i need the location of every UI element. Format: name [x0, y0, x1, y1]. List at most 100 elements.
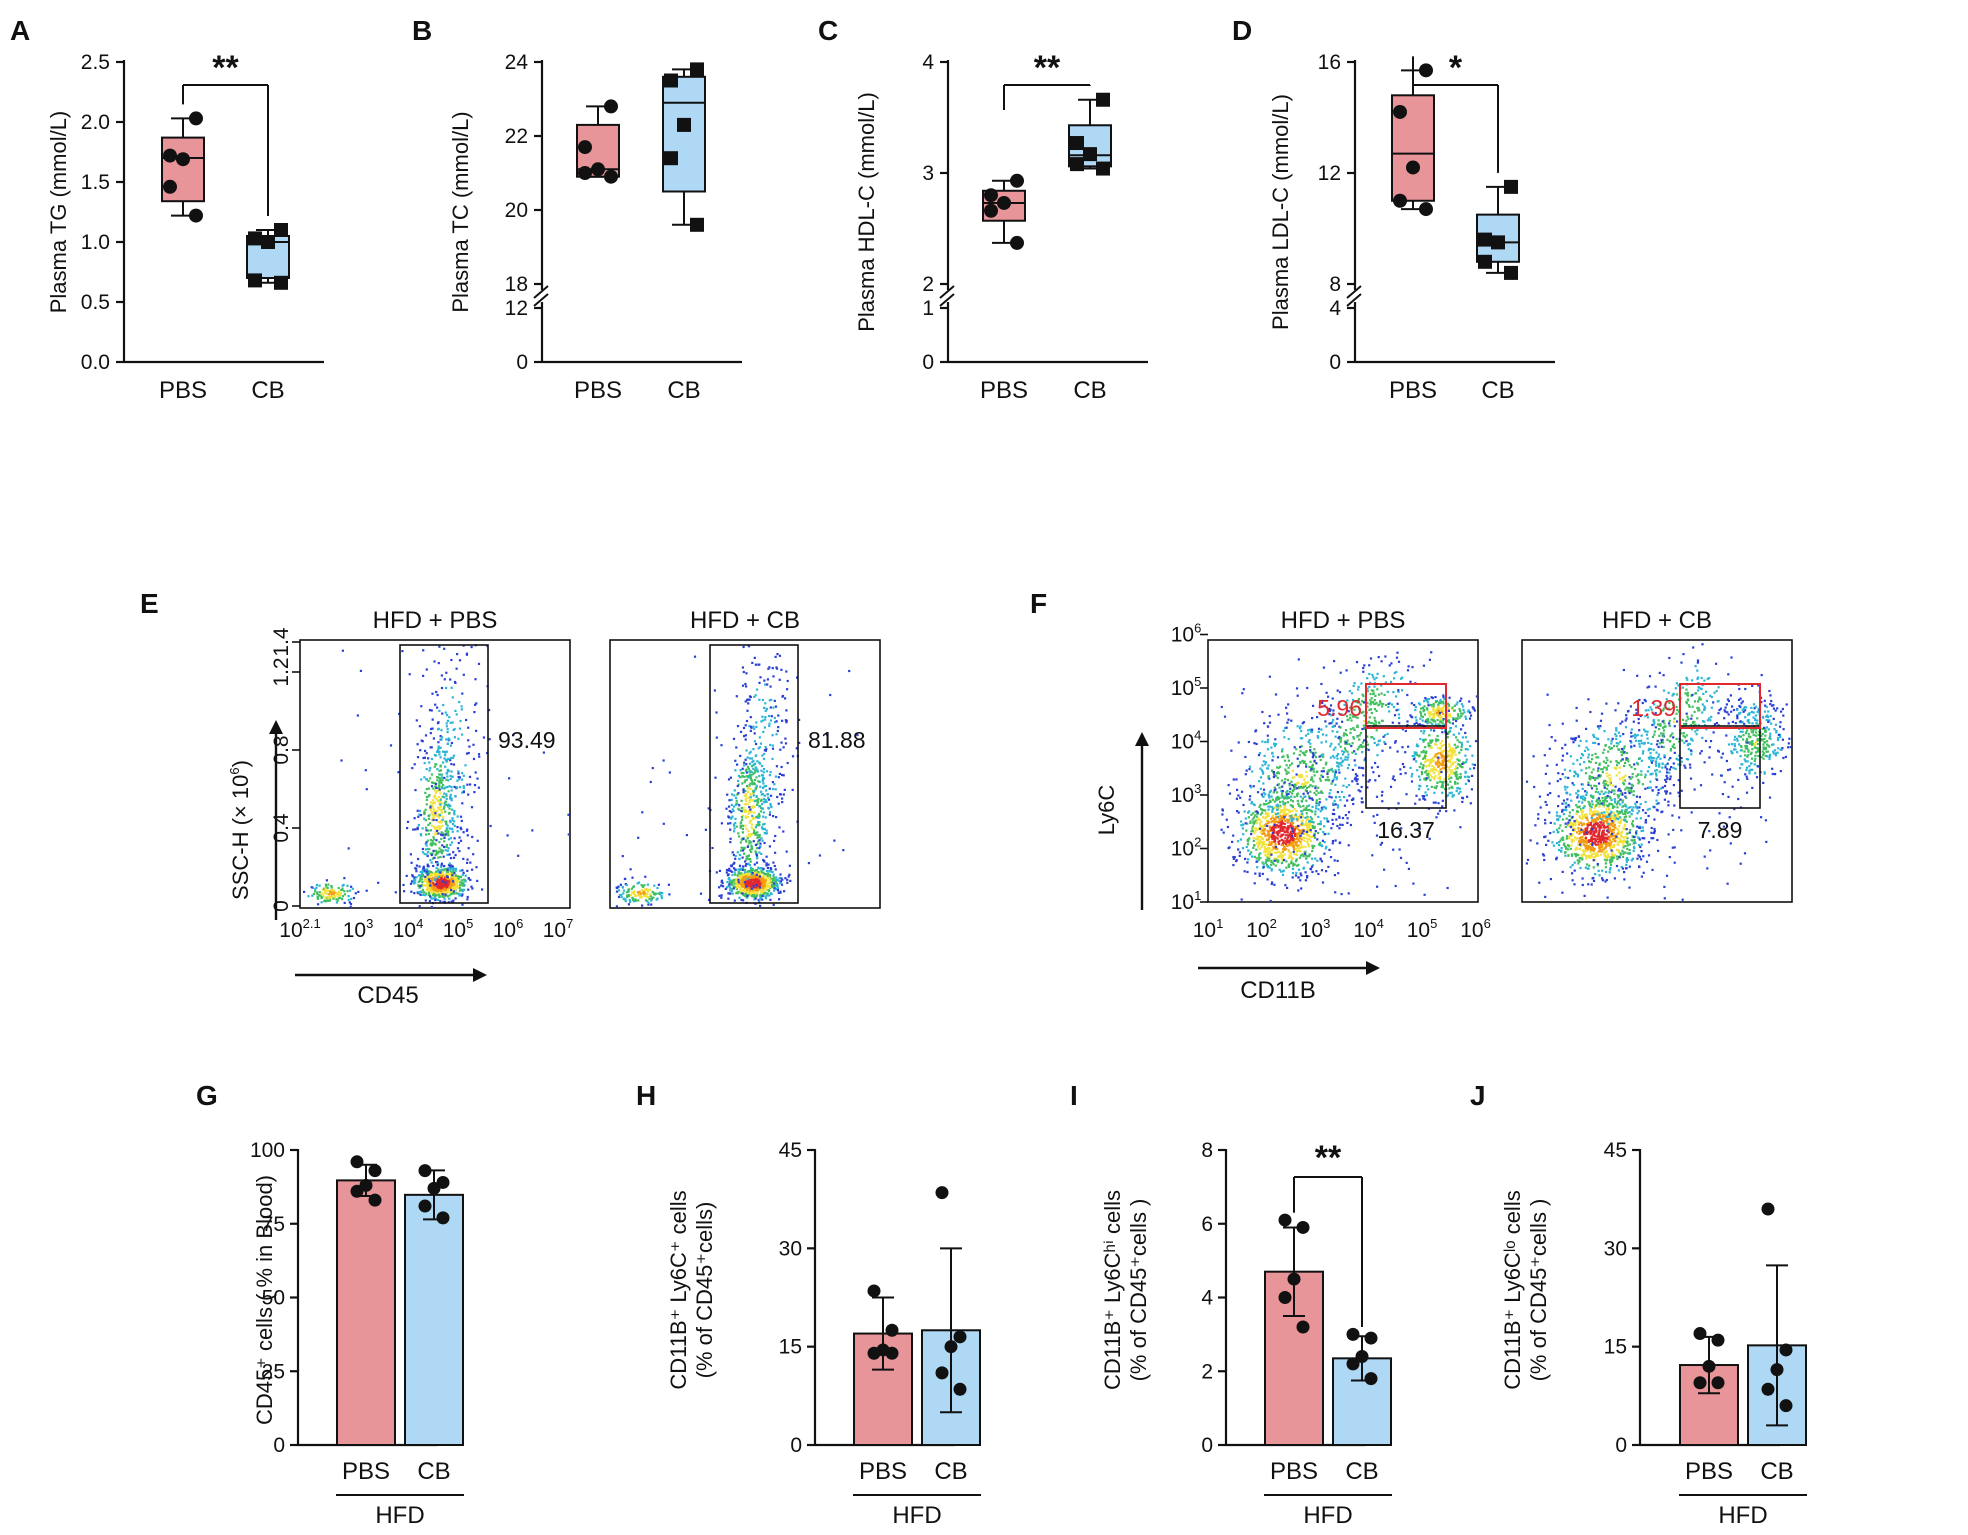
panel-F-plot-1-event: [1256, 828, 1259, 831]
panel-F-plot-1-event: [1305, 775, 1308, 778]
panel-E-ylabel-close: ): [228, 760, 253, 767]
panel-E-plot-2-event: [784, 877, 787, 880]
panel-E-plot-1-event: [417, 815, 420, 818]
panel-F-plot-1-event: [1284, 842, 1288, 846]
panel-E-plot-1-event: [424, 808, 427, 811]
panel-E-plot-1-event: [447, 779, 450, 782]
panel-F-plot-1-event: [1311, 798, 1314, 801]
panel-E-plot-2-event: [737, 878, 740, 881]
panel-F-plot-1-event: [1312, 770, 1315, 773]
panel-E-plot-2-event: [734, 796, 738, 799]
panel-E-plot-1-event: [450, 841, 453, 844]
panel-E-plot-1-event: [422, 891, 425, 894]
panel-F-plot-1-event: [1289, 851, 1292, 854]
panel-E-plot-2-event: [774, 834, 777, 838]
panel-E-plot-2-event: [739, 776, 742, 779]
panel-E-plot-2-event: [728, 892, 732, 895]
panel-F-plot-1-event: [1267, 843, 1271, 846]
panel-F-plot-1-event: [1296, 819, 1299, 822]
panel-F-plot-1-event: [1273, 823, 1276, 826]
panel-F-plot-1-event: [1259, 767, 1262, 770]
panel-E-plot-2-event: [742, 837, 745, 841]
panel-E-plot-2-event: [755, 884, 758, 887]
panel-F-plot-1-event: [1294, 860, 1298, 863]
panel-F-plot-1-event: [1388, 710, 1391, 713]
panel-E-plot-2-event: [745, 775, 748, 778]
panel-E-plot-2-event: [660, 894, 663, 897]
panel-F-plot-1-event: [1285, 772, 1288, 775]
panel-F-plot-1-event: [1395, 656, 1399, 659]
panel-E-plot-1-event: [454, 681, 457, 684]
panel-F-plot-1-event: [1432, 759, 1435, 762]
panel-F-plot-1-event: [1317, 831, 1320, 835]
panel-F-plot-1-event: [1450, 763, 1453, 766]
panel-F-plot-1-event: [1398, 716, 1401, 720]
panel-F-plot-1-event: [1306, 824, 1309, 827]
panel-F-plot-1-event: [1270, 852, 1273, 855]
panel-E-plot-1-event: [303, 890, 306, 893]
panel-F-plot-1-event: [1330, 742, 1333, 745]
panel-F-plot-1-event: [1266, 738, 1270, 741]
panel-E-plot-1-event: [517, 854, 520, 857]
panel-F-plot-1-event: [1302, 805, 1305, 808]
panel-E-plot-1-event: [349, 902, 353, 906]
panel-F-plot-1-event: [1251, 825, 1254, 828]
panel-F-plot-1-event: [1351, 742, 1354, 745]
panel-E-plot-2-event: [730, 811, 733, 814]
panel-E-plot-2-event: [750, 823, 754, 826]
panel-F-plot-1-event: [1291, 800, 1295, 803]
panel-E-plot-2-event: [615, 890, 619, 893]
panel-E-plot-2-event: [693, 655, 697, 658]
panel-F-plot-1-event: [1335, 754, 1338, 757]
panel-E-plot-1-event: [454, 876, 458, 880]
panel-E-plot-1-event: [449, 759, 452, 762]
panel-E-plot-1-event: [465, 718, 468, 722]
panel-F-plot-1-event: [1459, 826, 1462, 829]
panel-F-plot-1-event: [1235, 860, 1238, 863]
panel-E-plot-1-event: [438, 847, 441, 850]
panel-E-plot-1-event: [448, 853, 451, 856]
panel-E-plot-2-event: [741, 831, 744, 834]
panel-F-plot-1-event: [1279, 825, 1282, 828]
panel-F-plot-1-event: [1432, 766, 1436, 769]
panel-E-plot-1-event: [444, 893, 447, 896]
panel-E-plot-2-event: [765, 708, 769, 711]
panel-E-ylabel-exp: 6: [227, 767, 242, 774]
panel-E-plot-1-event: [461, 772, 464, 775]
panel-F-plot-1-event: [1345, 715, 1349, 718]
panel-E-plot-1-event: [430, 818, 433, 821]
panel-F-plot-1-event: [1281, 792, 1284, 795]
panel-F-plot-1-event: [1407, 665, 1410, 668]
panel-E-plot-1-event: [436, 877, 439, 881]
panel-F-plot-1-event: [1317, 786, 1320, 789]
panel-E-plot-1-event: [429, 806, 432, 809]
panel-F-plot-1-event: [1300, 810, 1303, 813]
panel-F-plot-1-event: [1341, 760, 1344, 764]
panel-E-plot-2-event: [746, 884, 749, 888]
panel-E-plot-2-event: [758, 898, 761, 901]
panel-E-plot-2-event: [668, 771, 671, 774]
panel-F-plot-1-event: [1279, 801, 1282, 804]
panel-F-plot-1-event: [1461, 797, 1465, 800]
panel-E-plot-1-event: [427, 847, 430, 850]
panel-F-plot-1-event: [1246, 843, 1250, 846]
panel-E-plot-1-event: [447, 737, 450, 740]
panel-E-plot-2-event: [734, 878, 737, 881]
panel-E-plot-2-event: [788, 873, 791, 876]
panel-E-plot-2-event: [748, 776, 751, 779]
panel-F-plot-1-event: [1435, 785, 1438, 788]
panel-E-plot-2-event: [741, 666, 744, 669]
panel-E-plot-2-event: [750, 833, 754, 836]
panel-E-plot-2-event: [645, 895, 648, 898]
panel-E-plot-2-event: [765, 829, 768, 832]
panel-E-plot-2-event: [738, 868, 741, 872]
panel-F-plot-1-event: [1399, 768, 1402, 771]
panel-E-plot-1-event: [424, 884, 427, 887]
panel-F-plot-1-event: [1256, 842, 1259, 845]
panel-E-plot-1-event: [449, 777, 452, 780]
panel-E-plot-1-event: [328, 898, 331, 901]
panel-F-plot-1-event: [1283, 822, 1286, 825]
panel-F-plot-1-event: [1340, 790, 1344, 793]
panel-E-plot-1-event: [414, 878, 417, 882]
panel-F-plot-1-event: [1279, 823, 1282, 826]
